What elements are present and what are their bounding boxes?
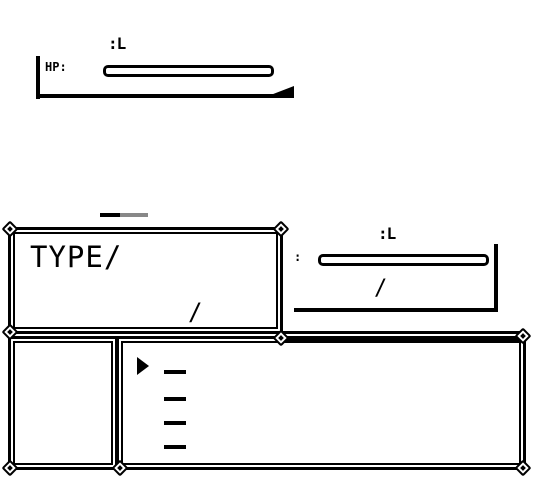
player-level-label: :L xyxy=(378,224,396,243)
enemy-hp-label: HP: xyxy=(45,60,67,74)
enemy-level-label: :L xyxy=(108,34,126,53)
player-hp-slash: / xyxy=(374,276,388,301)
player-hp-bar xyxy=(318,254,489,266)
enemy-hud-bracket-vertical xyxy=(36,56,40,99)
move-menu-box xyxy=(116,336,526,470)
player-hp-label: : xyxy=(294,250,302,264)
type-label: TYPE/ xyxy=(30,240,123,274)
enemy-hp-bar xyxy=(103,65,274,77)
type-slash: / xyxy=(188,298,203,326)
enemy-hud-bracket-horizontal xyxy=(36,94,294,98)
move-slot-2[interactable] xyxy=(164,397,186,401)
move-slot-1[interactable] xyxy=(164,370,186,374)
enemy-hud-bracket-tip xyxy=(268,86,294,96)
player-hud-bracket-vertical xyxy=(494,244,498,312)
move-slot-4[interactable] xyxy=(164,445,186,449)
menu-cursor-icon xyxy=(137,357,149,375)
decor-dash-shade xyxy=(120,213,148,217)
menu-top-strip xyxy=(278,331,526,341)
type-info-box xyxy=(8,227,283,334)
left-panel-box xyxy=(8,336,118,470)
player-hud-bracket-horizontal xyxy=(294,308,498,312)
move-slot-3[interactable] xyxy=(164,421,186,425)
